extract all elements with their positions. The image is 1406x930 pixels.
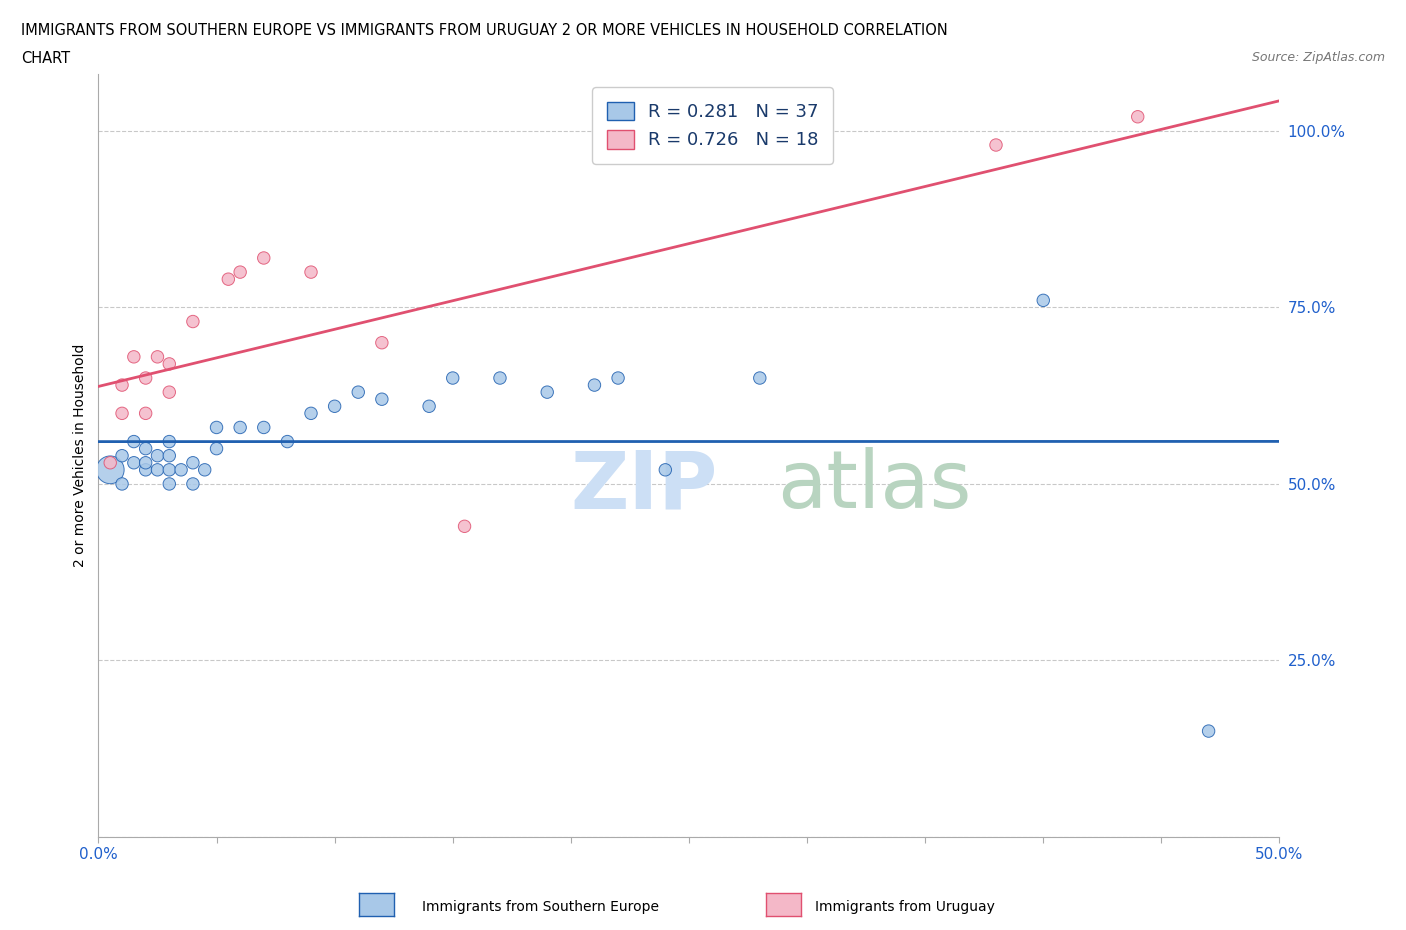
Point: [347, 385, 370, 400]
Point: [157, 462, 180, 477]
Legend: R = 0.281   N = 37, R = 0.726   N = 18: R = 0.281 N = 37, R = 0.726 N = 18: [592, 87, 832, 164]
Text: ZIP: ZIP: [571, 447, 718, 525]
Point: [253, 420, 276, 435]
Text: Source: ZipAtlas.com: Source: ZipAtlas.com: [1251, 51, 1385, 64]
Text: Immigrants from Uruguay: Immigrants from Uruguay: [815, 899, 995, 914]
Point: [371, 392, 394, 406]
Point: [146, 350, 169, 365]
Point: [98, 462, 121, 477]
Point: [217, 272, 239, 286]
Point: [418, 399, 440, 414]
Point: [205, 420, 228, 435]
Point: [748, 370, 770, 385]
Point: [111, 476, 134, 491]
Text: CHART: CHART: [21, 51, 70, 66]
Point: [654, 462, 676, 477]
Point: [181, 314, 204, 329]
Point: [98, 456, 121, 471]
Point: [135, 405, 157, 420]
Point: [205, 441, 228, 456]
Point: [1032, 293, 1054, 308]
Point: [299, 265, 322, 280]
Point: [122, 350, 145, 365]
Point: [583, 378, 606, 392]
Point: [157, 476, 180, 491]
Point: [607, 370, 630, 385]
Point: [229, 265, 252, 280]
Point: [453, 519, 475, 534]
Text: IMMIGRANTS FROM SOUTHERN EUROPE VS IMMIGRANTS FROM URUGUAY 2 OR MORE VEHICLES IN: IMMIGRANTS FROM SOUTHERN EUROPE VS IMMIG…: [21, 23, 948, 38]
Point: [135, 441, 157, 456]
Point: [111, 448, 134, 463]
Point: [323, 399, 346, 414]
Point: [146, 462, 169, 477]
Point: [181, 476, 204, 491]
Text: atlas: atlas: [778, 447, 972, 525]
Point: [157, 434, 180, 449]
Point: [157, 448, 180, 463]
Point: [122, 434, 145, 449]
Point: [984, 138, 1007, 153]
Point: [253, 250, 276, 265]
Point: [146, 448, 169, 463]
Point: [111, 378, 134, 392]
Point: [441, 370, 464, 385]
Point: [371, 336, 394, 351]
Point: [1198, 724, 1220, 738]
Y-axis label: 2 or more Vehicles in Household: 2 or more Vehicles in Household: [73, 344, 87, 567]
Point: [489, 370, 512, 385]
Point: [229, 420, 252, 435]
Point: [181, 456, 204, 471]
Point: [135, 370, 157, 385]
Point: [536, 385, 558, 400]
Point: [135, 462, 157, 477]
Point: [299, 405, 322, 420]
Point: [157, 356, 180, 371]
Point: [135, 456, 157, 471]
Point: [111, 405, 134, 420]
Point: [1126, 110, 1149, 125]
Point: [170, 462, 193, 477]
Point: [157, 385, 180, 400]
Text: Immigrants from Southern Europe: Immigrants from Southern Europe: [422, 899, 659, 914]
Point: [194, 462, 217, 477]
Point: [122, 456, 145, 471]
Point: [276, 434, 298, 449]
